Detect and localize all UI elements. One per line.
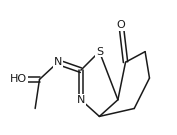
Text: O: O: [117, 20, 125, 30]
Text: N: N: [77, 95, 85, 105]
Text: N: N: [54, 57, 62, 67]
Text: HO: HO: [10, 74, 27, 84]
Text: S: S: [96, 47, 103, 57]
